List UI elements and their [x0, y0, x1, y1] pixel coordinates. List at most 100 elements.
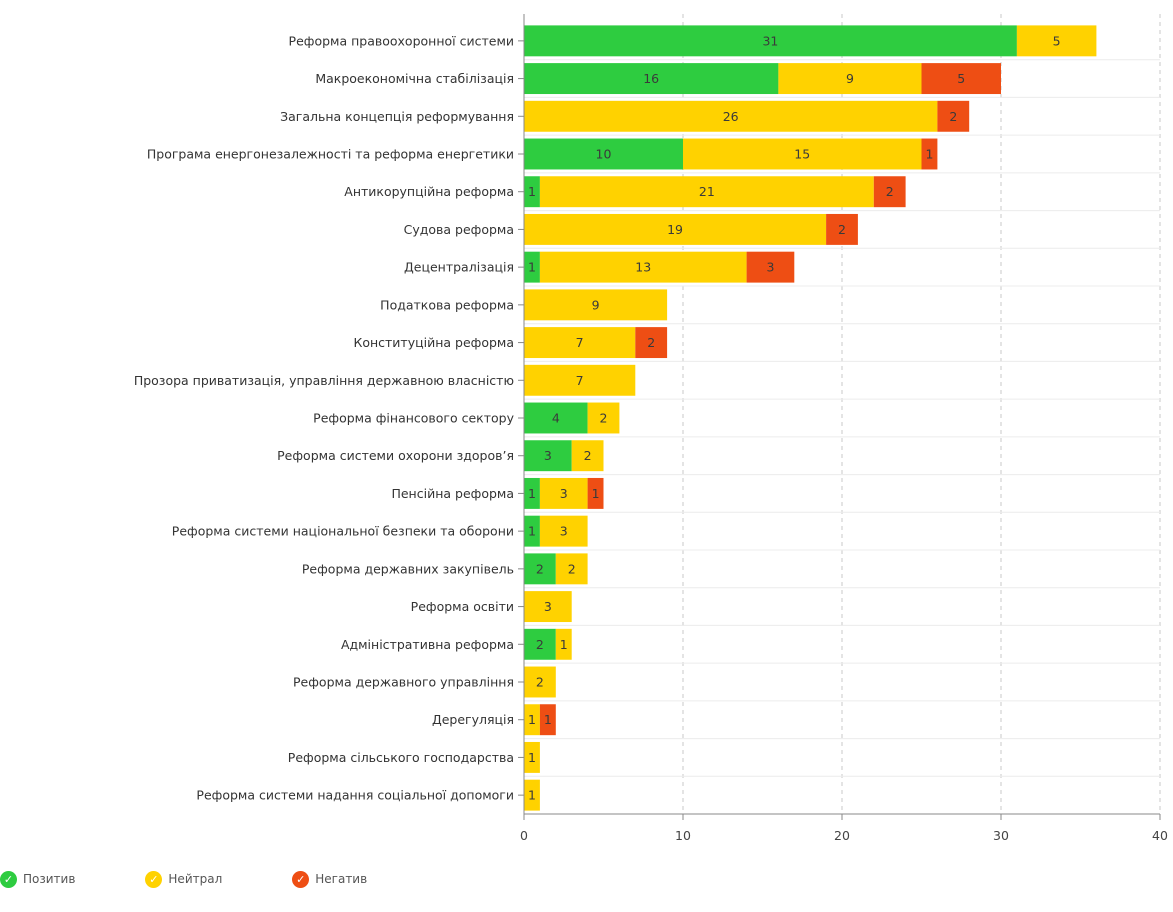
bar-segment[interactable] [571, 440, 604, 472]
bar-segment[interactable] [937, 100, 970, 132]
bar-segment[interactable] [587, 477, 604, 509]
bars: 31 516 9 526 210 15 11 21 219 21 13 397 274 23 21 3 11 32… [524, 25, 1097, 811]
legend-item-positive[interactable]: ✓ Позитив [0, 870, 76, 888]
axes: 0 10 20 30 40 [518, 14, 1168, 843]
category-label: Реформа сільського господарства [288, 750, 514, 765]
bar-segment[interactable] [683, 138, 922, 170]
bar-segment[interactable] [524, 666, 556, 698]
legend-item-negative[interactable]: ✓ Негатив [292, 870, 367, 888]
x-tick-label: 30 [993, 828, 1009, 843]
bar-segment[interactable] [1016, 25, 1097, 57]
bar-segment[interactable] [524, 25, 1017, 57]
bar-segment[interactable] [524, 440, 572, 472]
bar-segment[interactable] [524, 100, 938, 132]
bar-segment[interactable] [539, 176, 874, 208]
bar-segment[interactable] [555, 553, 588, 585]
legend-label: Нейтрал [168, 872, 223, 886]
bar-segment[interactable] [539, 477, 588, 509]
category-label: Податкова реформа [380, 297, 514, 312]
bar-value-label: 1 [528, 750, 536, 765]
category-label: Загальна концепція реформування [280, 109, 514, 124]
bar-value-label: 4 [552, 411, 560, 426]
bar-value-label: 3 [544, 448, 552, 463]
bar-value-label: 3 [560, 524, 568, 539]
bar-segment[interactable] [539, 515, 588, 547]
bar-segment[interactable] [778, 63, 922, 95]
bar-segment[interactable] [524, 213, 827, 245]
bar-segment[interactable] [587, 402, 620, 434]
bar-value-label: 2 [536, 675, 544, 690]
bar-value-label: 5 [957, 71, 965, 86]
legend: ✓ Позитив ✓ Нейтрал ✓ Негатив [0, 866, 437, 892]
bar-value-label: 1 [925, 147, 933, 162]
bar-value-label: 1 [528, 712, 536, 727]
bar-segment[interactable] [539, 704, 556, 736]
bar-segment[interactable] [524, 364, 636, 396]
bar-value-label: 10 [596, 147, 612, 162]
bar-segment[interactable] [921, 138, 938, 170]
grid-lines [524, 14, 1161, 815]
bar-value-label: 1 [528, 486, 536, 501]
legend-check-icon-positive: ✓ [0, 870, 17, 888]
bar-segment[interactable] [826, 213, 858, 245]
bar-segment[interactable] [746, 251, 795, 283]
bar-value-label: 2 [886, 184, 894, 199]
category-label: Децентралізація [404, 260, 514, 275]
legend-item-neutral[interactable]: ✓ Нейтрал [145, 870, 223, 888]
category-label: Програма енергонезалежності та реформа е… [147, 147, 514, 162]
bar-segment[interactable] [524, 63, 779, 95]
bar-value-label: 5 [1053, 33, 1061, 48]
bar-value-label: 3 [766, 260, 774, 275]
bar-value-label: 2 [568, 561, 576, 576]
bar-value-label: 19 [667, 222, 683, 237]
bar-value-label: 9 [592, 297, 600, 312]
bar-value-label: 2 [647, 335, 655, 350]
category-label: Дерегуляція [432, 712, 514, 727]
bar-segment[interactable] [524, 138, 683, 170]
bar-segment[interactable] [524, 176, 540, 208]
category-label: Антикорупційна реформа [344, 184, 514, 199]
bar-segment[interactable] [524, 704, 540, 736]
bar-value-label: 2 [838, 222, 846, 237]
category-label: Макроекономічна стабілізація [315, 71, 514, 86]
bar-segment[interactable] [635, 327, 668, 359]
bar-segment[interactable] [873, 176, 906, 208]
bar-segment[interactable] [524, 779, 540, 811]
bar-segment[interactable] [524, 477, 540, 509]
bar-value-label: 1 [528, 260, 536, 275]
legend-check-icon-negative: ✓ [292, 870, 310, 888]
bar-segment[interactable] [524, 402, 588, 434]
bar-value-label: 7 [576, 373, 584, 388]
bar-value-label: 1 [560, 637, 568, 652]
bar-value-label: 7 [576, 335, 584, 350]
category-label: Пенсійна реформа [391, 486, 514, 501]
category-label: Реформа системи надання соціальної допом… [196, 788, 514, 803]
category-label: Прозора приватизація, управління державн… [134, 373, 514, 388]
legend-label: Позитив [23, 872, 76, 886]
bar-segment[interactable] [524, 628, 556, 660]
bar-value-label: 2 [536, 561, 544, 576]
bar-value-label: 16 [643, 71, 659, 86]
bar-segment[interactable] [524, 741, 540, 773]
bar-value-label: 21 [699, 184, 715, 199]
bar-segment[interactable] [524, 515, 540, 547]
category-label: Реформа фінансового сектору [313, 411, 514, 426]
bar-segment[interactable] [524, 327, 636, 359]
bar-segment[interactable] [524, 553, 556, 585]
bar-value-label: 1 [528, 788, 536, 803]
bar-value-label: 1 [544, 712, 552, 727]
bar-segment[interactable] [524, 591, 572, 623]
category-label: Адміністративна реформа [341, 637, 514, 652]
bar-segment[interactable] [524, 289, 668, 321]
category-labels: Реформа правоохоронної системи Макроеконо… [134, 33, 515, 802]
bar-segment[interactable] [539, 251, 747, 283]
category-label: Реформа системи охорони здоров’я [277, 448, 514, 463]
bar-value-label: 15 [794, 147, 810, 162]
bar-value-label: 2 [536, 637, 544, 652]
category-label: Судова реформа [404, 222, 514, 237]
bar-segment[interactable] [524, 251, 540, 283]
x-tick-label: 0 [520, 828, 528, 843]
bar-segment[interactable] [921, 63, 1002, 95]
bar-segment[interactable] [555, 628, 572, 660]
bar-value-label: 1 [592, 486, 600, 501]
